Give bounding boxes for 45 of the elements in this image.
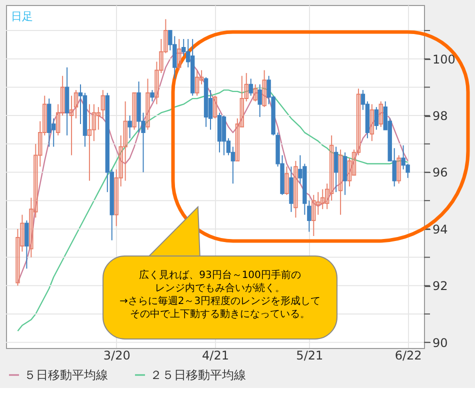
- candlestick: [177, 38, 182, 71]
- candlestick: [294, 160, 298, 218]
- candlestick: [329, 134, 334, 202]
- candlestick: [334, 146, 338, 193]
- candlestick: [378, 100, 383, 128]
- x-tick-label: 4/21: [202, 348, 229, 362]
- legend-label: ２５日移動平均線: [150, 368, 246, 382]
- annotation: →さらに毎週2～3円程度のレンジを形成して: [119, 295, 321, 307]
- candlestick: [253, 84, 258, 102]
- x-tick-label: 5/21: [296, 348, 324, 362]
- candlestick: [374, 106, 379, 130]
- candlestick: [258, 84, 262, 118]
- x-tick-label: 6/22: [394, 348, 422, 362]
- legend-label: ５日移動平均線: [24, 368, 108, 382]
- candlestick: [96, 106, 101, 130]
- candlestick: [150, 90, 154, 102]
- y-tick-label: 94: [432, 222, 448, 236]
- candlestick: [212, 95, 218, 119]
- candlestick: [194, 70, 200, 96]
- candlestick: [262, 70, 266, 108]
- y-tick-label: 96: [432, 166, 448, 180]
- candlestick: [128, 115, 132, 139]
- annotation: レンジ内でもみ合いが続く。: [155, 282, 285, 294]
- candlestick: [69, 95, 74, 156]
- y-tick-label: 90: [432, 336, 448, 350]
- candlestick: [146, 78, 150, 130]
- candlestick: [396, 154, 401, 184]
- annotation: 広く見れば、93円台～100円手前の: [139, 269, 301, 281]
- candlestick: [132, 92, 136, 130]
- candlestick: [87, 104, 92, 182]
- candlestick: [284, 166, 289, 196]
- annotation: 日足: [11, 10, 33, 23]
- candlestick: [248, 78, 253, 96]
- candlestick: [24, 220, 29, 270]
- annotation: その中で上下動する動きになっている。: [130, 308, 310, 320]
- y-tick-label: 100: [432, 52, 456, 66]
- y-tick-label: 92: [432, 279, 448, 294]
- candlestick: [92, 104, 96, 142]
- candlestick: [338, 149, 343, 216]
- y-tick-label: 98: [432, 109, 448, 124]
- candlestick: [370, 104, 374, 142]
- candlestick: [100, 90, 106, 119]
- candlestick: [74, 90, 78, 119]
- x-tick-label: 3/20: [103, 348, 130, 362]
- candlestick: [312, 194, 316, 237]
